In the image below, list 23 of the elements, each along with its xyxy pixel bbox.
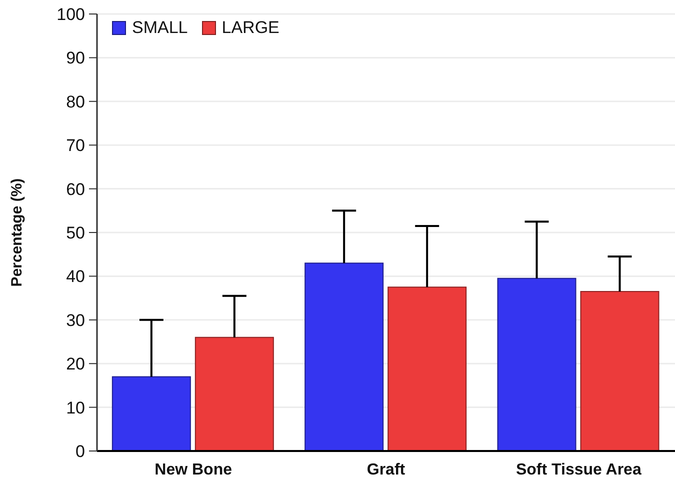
y-tick-label: 70 — [66, 136, 85, 156]
y-tick-label: 40 — [66, 267, 85, 286]
bar — [194, 336, 274, 451]
bar — [388, 286, 467, 451]
y-tick-label: 50 — [66, 224, 85, 243]
bar — [112, 376, 191, 451]
bar — [304, 262, 384, 451]
y-tick-label: 100 — [56, 5, 85, 24]
y-tick-label: 20 — [66, 354, 85, 374]
x-tick-label: Graft — [366, 461, 406, 478]
bar — [497, 278, 576, 451]
y-tick-label: 60 — [66, 180, 85, 199]
y-tick-label: 10 — [66, 398, 85, 418]
y-tick-label: 0 — [76, 442, 85, 462]
y-tick-label: 80 — [66, 92, 85, 112]
y-axis-title: Percentage (%) — [8, 178, 26, 287]
y-tick-label: 30 — [66, 310, 85, 330]
y-tick-label: 90 — [66, 48, 85, 68]
legend-label: SMALL — [132, 18, 188, 38]
x-tick-label: Soft Tissue Area — [516, 461, 642, 478]
legend-label: LARGE — [222, 18, 280, 38]
x-tick-label: New Bone — [154, 461, 232, 478]
bar — [580, 290, 660, 451]
